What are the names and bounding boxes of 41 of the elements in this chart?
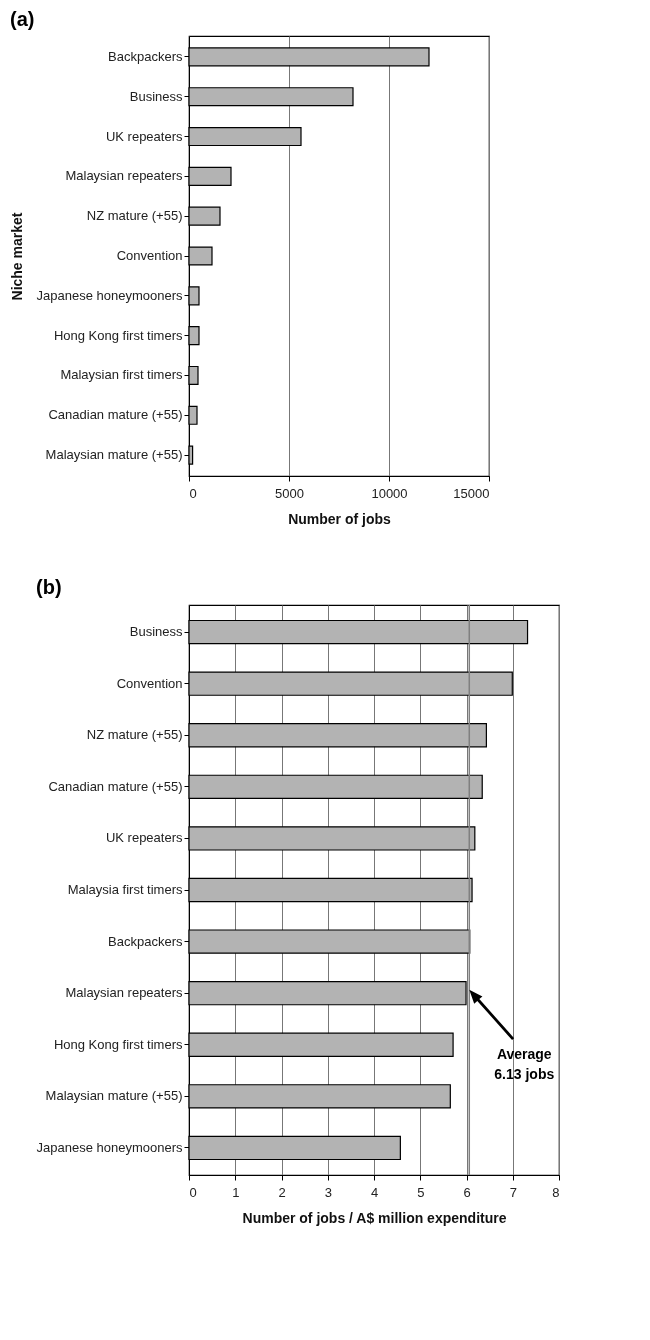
y-tick-label: Japanese honeymooners: [36, 287, 183, 303]
y-tick-label: Convention: [116, 248, 183, 263]
x-tick-label: 10000: [371, 485, 408, 501]
chart-title: (b): [36, 576, 62, 599]
y-tick-label: Business: [129, 624, 183, 640]
x-tick-label: 5000: [275, 485, 304, 501]
y-tick-label: Malaysian mature (+55): [45, 1088, 183, 1104]
ref-line-label: Average 6.13 jobs: [494, 1045, 555, 1082]
x-tick-label: 4: [370, 1184, 379, 1200]
x-axis-title: Number of jobs: [288, 510, 392, 527]
y-tick-label: Japanese honeymooners: [36, 1139, 183, 1155]
y-tick-label: UK repeaters: [105, 830, 183, 846]
y-tick-label: Malaysian repeaters: [65, 168, 183, 184]
x-tick-label: 6: [463, 1184, 471, 1200]
y-tick-label: Convention: [116, 675, 183, 691]
y-tick-label: UK repeaters: [105, 128, 183, 144]
x-tick-label: 5: [417, 1184, 425, 1200]
x-tick-label: 0: [189, 485, 197, 501]
y-tick-label: Malaysian first timers: [60, 367, 183, 383]
y-tick-label: Malaysian repeaters: [65, 985, 183, 1001]
y-tick-label: Backpackers: [108, 933, 183, 949]
y-tick-label: NZ mature (+55): [86, 727, 183, 743]
y-tick-label: Malaysia first timers: [67, 882, 183, 897]
y-tick-label: Hong Kong first timers: [53, 1036, 183, 1052]
x-tick-label: 8: [552, 1184, 560, 1200]
y-tick-label: Canadian mature (+55): [48, 407, 183, 423]
y-tick-label: NZ mature (+55): [86, 208, 183, 224]
y-tick-label: Business: [129, 88, 183, 104]
x-tick-label: 15000: [453, 485, 490, 501]
x-tick-label: 3: [324, 1184, 332, 1200]
y-tick-label: Malaysian mature (+55): [45, 447, 183, 463]
x-tick-label: 1: [232, 1184, 240, 1200]
x-tick-label: 0: [189, 1184, 197, 1200]
x-tick-label: 2: [278, 1184, 286, 1200]
text: (a): [10, 8, 35, 30]
y-tick-label: Backpackers: [108, 48, 183, 64]
x-axis-title: Number of jobs / A$ million expenditure: [242, 1209, 507, 1226]
y-tick-label: Hong Kong first timers: [53, 327, 183, 343]
y-tick-label: Canadian mature (+55): [48, 778, 183, 794]
y-axis-title: Niche market: [8, 212, 25, 301]
x-tick-label: 7: [509, 1184, 517, 1200]
